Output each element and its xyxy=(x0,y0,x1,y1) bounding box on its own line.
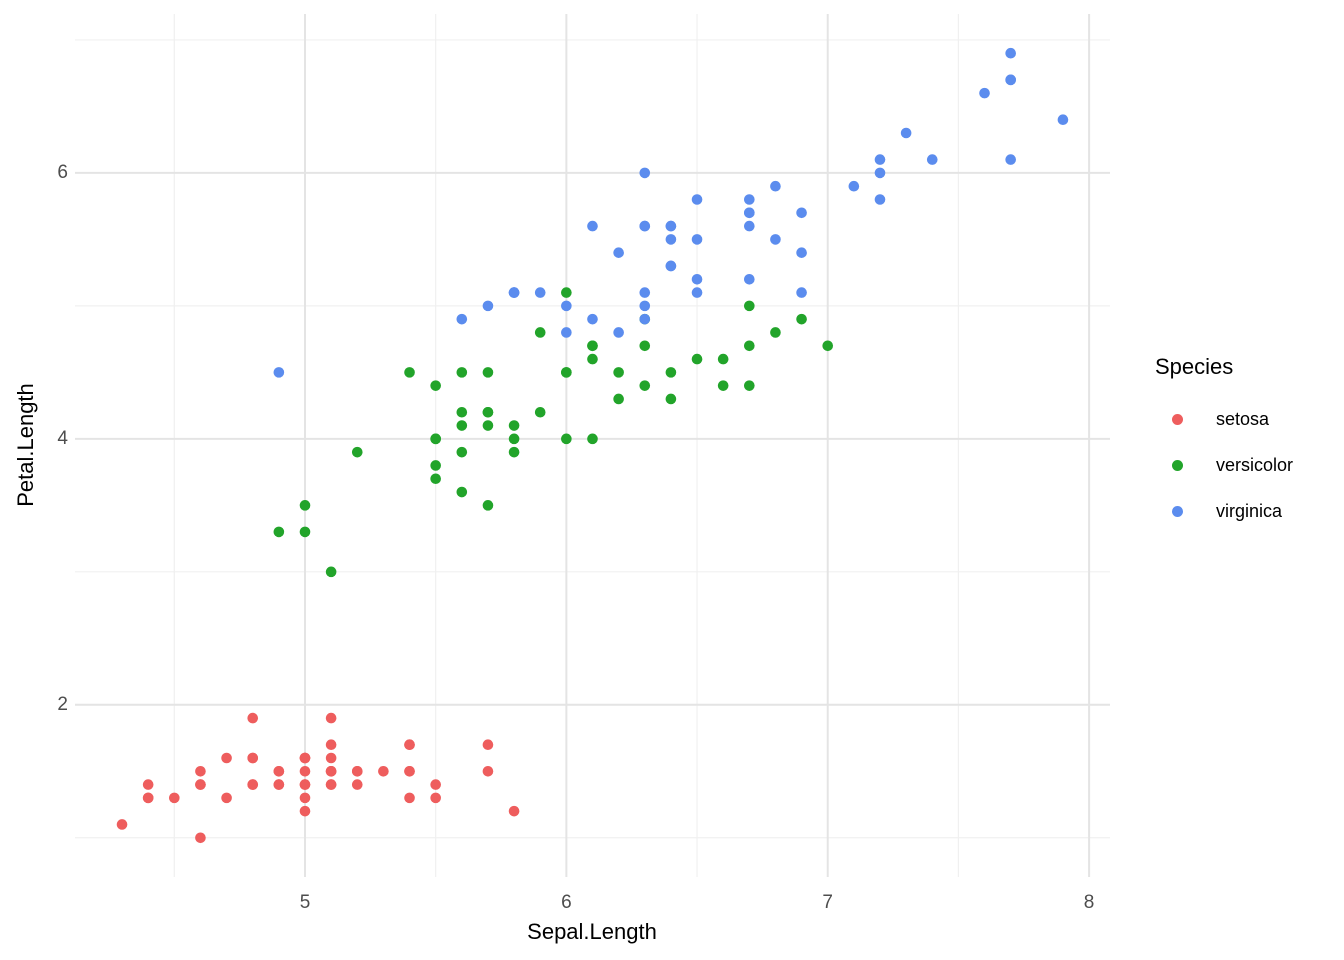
y-tick-label: 2 xyxy=(57,693,68,715)
legend-key-versicolor-icon xyxy=(1172,459,1183,471)
x-tick-label: 6 xyxy=(561,892,572,913)
x-tick-label: 7 xyxy=(822,892,834,913)
legend-title: Species xyxy=(1155,354,1234,379)
legend-key-virginica-icon xyxy=(1172,505,1183,517)
legend-label-versicolor: versicolor xyxy=(1216,454,1294,475)
legend-label-virginica: virginica xyxy=(1216,500,1283,521)
y-tick-label: 6 xyxy=(57,161,68,183)
legend-label-setosa: setosa xyxy=(1216,408,1270,429)
legend-item-versicolor: versicolor xyxy=(1155,442,1335,488)
x-axis-title: Sepal.Length xyxy=(527,919,657,944)
y-axis-title: Petal.Length xyxy=(13,383,38,507)
legend: Species setosa versicolor virginica xyxy=(1155,354,1335,534)
legend-item-setosa: setosa xyxy=(1155,396,1335,442)
legend-key-setosa-icon xyxy=(1172,413,1183,425)
x-tick-label: 5 xyxy=(299,892,311,913)
y-tick-label: 4 xyxy=(57,427,68,449)
legend-item-virginica: virginica xyxy=(1155,488,1335,534)
x-tick-label: 8 xyxy=(1083,892,1095,913)
